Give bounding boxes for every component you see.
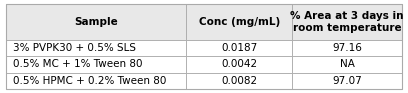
Text: 3% PVPK30 + 0.5% SLS: 3% PVPK30 + 0.5% SLS [13, 43, 136, 53]
Text: Sample: Sample [74, 17, 118, 27]
Bar [292, 73, 402, 89]
Text: 0.0042: 0.0042 [221, 60, 257, 69]
Bar [6, 40, 186, 56]
Bar [186, 40, 292, 56]
Text: % Area at 3 days in
room temperature: % Area at 3 days in room temperature [290, 11, 404, 33]
Bar [6, 4, 186, 40]
Text: 0.0082: 0.0082 [221, 76, 257, 86]
Bar [186, 56, 292, 73]
Bar [292, 56, 402, 73]
Text: 0.0187: 0.0187 [221, 43, 257, 53]
Bar [292, 40, 402, 56]
Text: 0.5% HPMC + 0.2% Tween 80: 0.5% HPMC + 0.2% Tween 80 [13, 76, 167, 86]
Text: 97.16: 97.16 [332, 43, 362, 53]
Text: 97.07: 97.07 [332, 76, 362, 86]
Bar [186, 73, 292, 89]
Bar [6, 73, 186, 89]
Bar [6, 56, 186, 73]
Text: Conc (mg/mL): Conc (mg/mL) [199, 17, 280, 27]
Text: NA: NA [339, 60, 355, 69]
Bar [292, 4, 402, 40]
Text: 0.5% MC + 1% Tween 80: 0.5% MC + 1% Tween 80 [13, 60, 143, 69]
Bar [186, 4, 292, 40]
